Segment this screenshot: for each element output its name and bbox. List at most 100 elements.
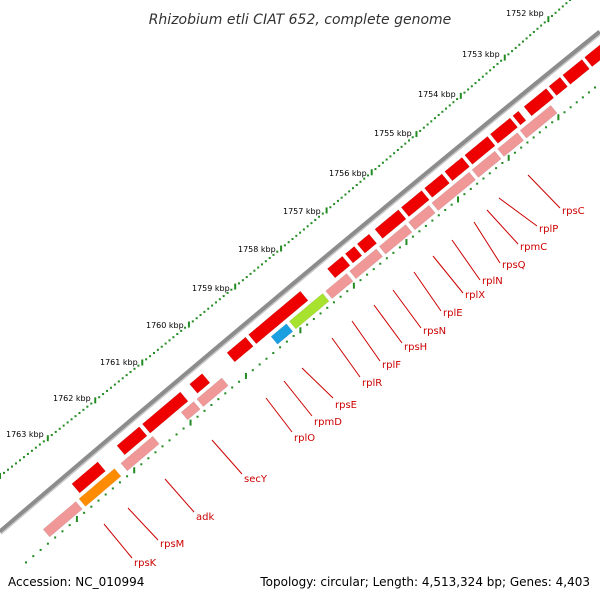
inner-tick [54,536,57,539]
gene-label-rplE[interactable]: rplE [413,271,463,319]
scale-dot [180,329,183,332]
gene-label-secY[interactable]: secY [211,439,268,485]
gene-arrow[interactable] [464,136,496,165]
svg-text:rplE: rplE [443,308,463,319]
scale-dot [291,238,294,240]
scale-dot [314,218,317,221]
gene-label-rpsE[interactable]: rpsE [301,367,357,411]
inner-tick [569,106,572,109]
gene-arrow[interactable] [548,76,568,96]
gene-label-rplR[interactable]: rplR [331,337,382,389]
gene-block[interactable] [196,377,229,407]
accession: Accession: NC_010994 [8,575,144,589]
scale-dot [222,295,225,298]
svg-text:rpsQ: rpsQ [502,260,526,271]
gene-arrow[interactable] [142,391,189,434]
gene-block[interactable] [431,171,476,211]
scale-dot [66,421,69,424]
gene-label-rpsK[interactable]: rpsK [103,523,157,569]
scale-label: 1752 kbp [506,9,544,18]
scale-dot [70,418,73,421]
svg-text:rplP: rplP [539,224,558,235]
inner-tick [39,548,42,551]
inner-tick [482,177,485,180]
gene-block[interactable] [349,248,384,280]
inner-tick [168,439,171,442]
inner-tick [97,499,100,502]
inner-tick [424,224,427,227]
gene-arrow[interactable] [344,246,363,264]
scale-dot [54,430,57,433]
gene-label-rpsM[interactable]: rpsM [127,507,184,550]
svg-text:rpsE: rpsE [335,400,357,411]
svg-text:rplR: rplR [362,378,382,389]
gene-arrow[interactable] [424,173,450,198]
gene-arrow[interactable] [489,117,518,144]
scale-dot [199,314,202,317]
gene-label-rplN[interactable]: rplN [451,239,503,287]
inner-tick [551,121,554,124]
gene-label-rplP[interactable]: rplP [498,197,558,235]
gene-arrow[interactable] [327,255,351,279]
inner-tick [372,268,375,271]
gene-label-adk[interactable]: adk [164,478,214,523]
gene-arrow[interactable] [374,209,407,239]
scale-dot [400,145,403,148]
gene-block[interactable] [42,501,83,538]
gene-label-rpsC[interactable]: rpsC [527,174,585,217]
gene-label-rpsH[interactable]: rpsH [373,304,427,353]
gene-arrow[interactable] [116,426,148,456]
gene-arrow[interactable] [248,290,309,345]
inner-tick [581,96,584,99]
scale-dot [422,126,425,129]
gene-block[interactable] [289,293,330,330]
gene-label-rplO[interactable]: rplO [265,397,315,444]
gene-block[interactable] [378,224,413,255]
gene-arrow[interactable] [512,110,527,126]
scale-dot [492,66,495,69]
gene-label-rpsN[interactable]: rpsN [392,289,446,337]
gene-arrow[interactable] [356,233,378,254]
gene-block[interactable] [497,132,524,157]
scale-dot [18,459,21,462]
gene-label-rplX[interactable]: rplX [432,255,485,301]
inner-tick [495,167,498,170]
gene-arrow[interactable] [584,40,600,67]
gene-block[interactable] [408,204,436,231]
gene-arrow[interactable] [189,373,211,394]
gene-arrow[interactable] [523,88,555,117]
inner-tick [189,419,192,426]
gene-block[interactable] [180,401,201,421]
inner-tick [75,515,78,522]
scale-label: 1759 kbp [192,284,230,293]
inner-tick [24,561,27,564]
svg-text:rpsH: rpsH [404,342,427,353]
scale-major-tick [94,397,97,404]
scale-dot [329,206,332,209]
gene-block[interactable] [120,435,160,472]
gene-label-rpmC[interactable]: rpmC [486,209,547,253]
gene-block[interactable] [325,273,354,300]
scale-dot [14,462,17,465]
gene-arrow[interactable] [71,461,106,494]
gene-arrow[interactable] [562,59,590,85]
scale-dot [117,380,120,383]
gene-label-rpmD[interactable]: rpmD [283,380,342,428]
gene-block[interactable] [78,468,122,507]
gene-arrow[interactable] [400,190,430,217]
gene-block[interactable] [519,105,558,139]
scale-dot [226,291,229,294]
gene-block[interactable] [270,323,294,345]
gene-block[interactable] [471,150,502,178]
map-title: Rhizobium etli CIAT 652, complete genome [149,12,452,28]
inner-tick [339,295,342,298]
scale-dot [500,59,503,62]
scale-dot [184,326,187,329]
scale-dot [481,75,484,78]
gene-arrow[interactable] [226,336,254,363]
gene-label-rplF[interactable]: rplF [351,320,401,371]
scale-label: 1763 kbp [6,430,44,439]
gene-arrow[interactable] [444,157,470,182]
scale-dot [74,415,77,418]
gene-label-rpsQ[interactable]: rpsQ [473,221,526,271]
